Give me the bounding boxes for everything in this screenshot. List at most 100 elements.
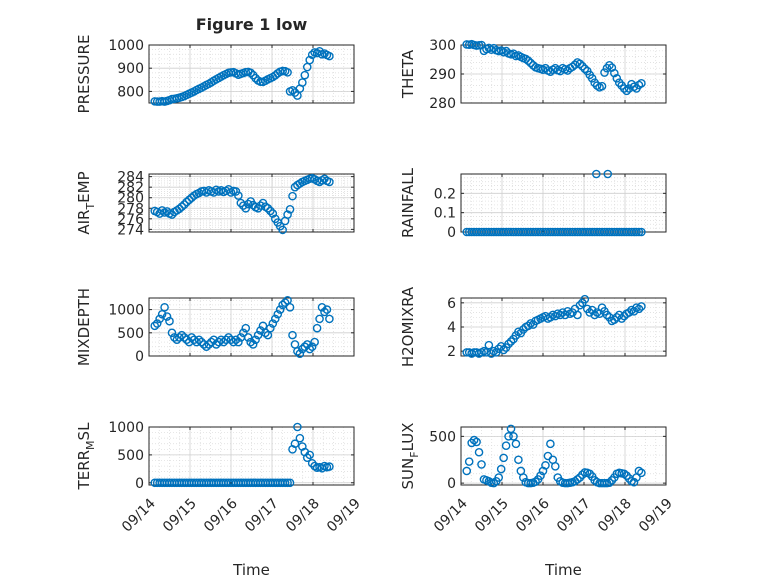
data-point bbox=[221, 335, 231, 345]
data-point bbox=[563, 306, 572, 316]
data-point bbox=[523, 56, 533, 65]
data-point bbox=[157, 206, 167, 215]
data-point bbox=[310, 337, 319, 347]
y-tick-label: 1000 bbox=[108, 420, 144, 436]
x-axis-title: Time bbox=[232, 561, 270, 579]
data-point bbox=[587, 305, 597, 315]
data-point bbox=[238, 201, 248, 210]
data-point bbox=[278, 225, 287, 235]
data-point bbox=[514, 455, 523, 465]
data-point bbox=[162, 312, 172, 321]
data-point bbox=[464, 457, 474, 466]
data-point bbox=[300, 70, 310, 80]
data-point bbox=[285, 478, 295, 488]
data-point bbox=[293, 422, 302, 432]
data-point bbox=[234, 191, 243, 200]
data-point bbox=[499, 453, 508, 463]
data-point bbox=[637, 78, 646, 88]
data-point bbox=[610, 68, 619, 78]
data-point bbox=[165, 316, 174, 326]
figure-title: Figure 1 low bbox=[196, 15, 308, 34]
data-point bbox=[266, 206, 275, 216]
data-point bbox=[619, 84, 629, 93]
data-point bbox=[325, 314, 334, 324]
data-point bbox=[587, 74, 597, 83]
x-tick-label: 09/14 bbox=[431, 496, 471, 536]
data-point bbox=[315, 314, 324, 324]
data-point bbox=[290, 340, 300, 349]
data-point bbox=[637, 468, 646, 478]
data-point bbox=[612, 74, 622, 83]
x-tick-label: 09/17 bbox=[554, 496, 594, 536]
data-point bbox=[575, 300, 585, 310]
y-axis-label-part: SL bbox=[75, 422, 93, 441]
data-point bbox=[266, 323, 275, 333]
data-point bbox=[637, 227, 646, 237]
data-point bbox=[602, 310, 612, 320]
y-tick-label: 0.2 bbox=[434, 186, 456, 202]
y-axis-label: PRESSURE bbox=[75, 35, 93, 114]
data-point bbox=[617, 314, 627, 323]
data-point bbox=[580, 64, 590, 74]
data-point bbox=[605, 478, 614, 487]
data-point bbox=[167, 210, 177, 219]
data-point bbox=[268, 319, 278, 328]
data-point bbox=[619, 469, 629, 479]
data-point bbox=[261, 328, 270, 338]
data-point bbox=[202, 342, 211, 352]
data-point bbox=[243, 199, 253, 209]
data-point bbox=[246, 68, 255, 78]
y-tick-label: 1000 bbox=[108, 303, 144, 319]
y-axis-label-part: PRESSURE bbox=[75, 35, 93, 114]
data-point bbox=[592, 169, 601, 179]
axes-box bbox=[460, 173, 667, 233]
axes-box bbox=[148, 173, 355, 233]
data-point bbox=[187, 333, 196, 342]
data-point bbox=[307, 50, 317, 60]
y-axis-label: THETA bbox=[399, 49, 417, 99]
axes-rainfall: 0 0.1 0.2 RAINFALL bbox=[399, 167, 667, 241]
y-tick-label: 2 bbox=[447, 344, 456, 360]
data-point bbox=[283, 210, 292, 219]
y-tick-label: 300 bbox=[429, 38, 456, 54]
x-tick-label: 09/15 bbox=[160, 496, 200, 536]
data-point bbox=[155, 314, 164, 324]
data-point bbox=[192, 337, 201, 347]
data-point bbox=[519, 473, 528, 482]
data-point bbox=[496, 464, 506, 474]
y-axis-label: RAINFALL bbox=[399, 167, 417, 238]
axes-theta: 280 290 300 THETA bbox=[399, 38, 667, 112]
y-tick-label: 290 bbox=[429, 67, 456, 83]
y-axis-label-subscript: F bbox=[408, 451, 421, 457]
data-point bbox=[509, 49, 518, 59]
y-axis-label-part: H2OMIXRA bbox=[399, 286, 417, 367]
y-axis-label-part: RAINFALL bbox=[399, 167, 417, 238]
data-point bbox=[605, 61, 614, 70]
data-point bbox=[290, 439, 300, 449]
data-point bbox=[325, 51, 334, 61]
axes-box bbox=[148, 44, 355, 104]
y-tick-label: 0.1 bbox=[434, 206, 456, 222]
data-point bbox=[494, 473, 504, 482]
data-point bbox=[229, 337, 238, 347]
data-point bbox=[152, 319, 162, 328]
data-point bbox=[305, 344, 315, 354]
data-point bbox=[624, 308, 634, 317]
x-tick-label: 09/19 bbox=[636, 496, 676, 536]
y-tick-label: 276 bbox=[117, 212, 144, 228]
data-point bbox=[243, 333, 253, 342]
data-point bbox=[216, 335, 226, 345]
x-tick-label: 09/18 bbox=[283, 496, 323, 536]
x-axis-title: Time bbox=[544, 561, 582, 579]
data-point bbox=[263, 203, 273, 213]
data-point bbox=[160, 302, 169, 312]
y-tick-label: 0 bbox=[447, 476, 456, 492]
data-point bbox=[256, 326, 265, 335]
y-axis-label: AIRTEMP bbox=[75, 171, 97, 234]
data-point bbox=[241, 203, 251, 213]
data-point bbox=[546, 439, 555, 449]
data-point bbox=[273, 309, 283, 319]
y-tick-label: 0 bbox=[447, 225, 456, 241]
